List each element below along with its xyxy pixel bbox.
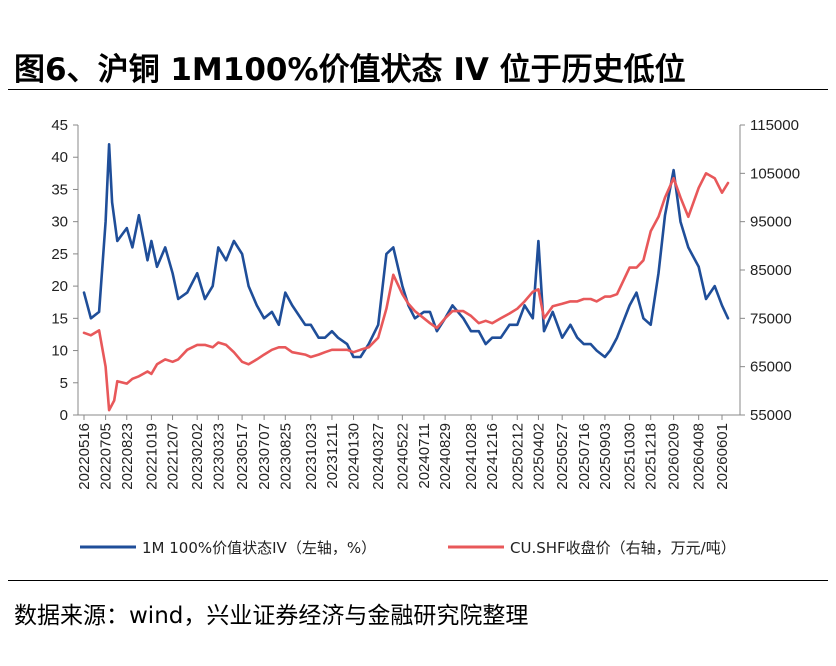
iv-series-line	[82, 142, 730, 359]
x-tick-label: 20260601	[714, 423, 731, 490]
x-tick-label: 20250402	[530, 423, 547, 490]
left-tick-label: 0	[60, 407, 68, 424]
legend: 1M 100%价值状态IV（左轴，%） CU.SHF收盘价（右轴，万元/吨）	[80, 539, 736, 557]
left-tick-label: 10	[51, 343, 68, 360]
chart: 0 5 10 15 20 25 30 35 40 45 55000 65000 75000 85000 95…	[51, 117, 800, 557]
right-tick-label: 85000	[750, 262, 792, 279]
x-tick-label: 20240522	[394, 423, 411, 490]
x-tick-label: 20240130	[346, 423, 363, 490]
x-tick-label: 20240327	[370, 423, 387, 490]
right-tick-label: 75000	[750, 310, 792, 327]
x-tick-label: 20251218	[643, 423, 660, 490]
x-tick-label: 20230825	[277, 423, 294, 490]
right-tick-label: 95000	[750, 214, 792, 231]
bottom-rule	[8, 580, 828, 581]
legend-label-iv: 1M 100%价值状态IV（左轴，%）	[142, 539, 376, 557]
x-tick-label: 20221019	[143, 423, 160, 490]
left-tick-label: 15	[51, 310, 68, 327]
top-rule	[8, 89, 828, 90]
x-tick-label: 20240711	[416, 423, 433, 489]
x-tick-label: 20241216	[484, 423, 501, 490]
left-tick-label: 45	[51, 117, 68, 134]
left-tick-label: 25	[51, 246, 68, 263]
x-tick-label: 20230707	[256, 423, 273, 490]
x-tick-label: 20231211	[324, 423, 341, 489]
x-tick-label: 20251030	[622, 423, 639, 490]
left-tick-label: 40	[51, 149, 68, 166]
x-tick-label: 20250903	[597, 423, 614, 490]
left-tick-label: 5	[60, 375, 68, 392]
right-tick-label: 105000	[750, 165, 800, 182]
x-tick-label: 20260408	[691, 423, 708, 490]
right-tick-label: 115000	[750, 117, 799, 134]
legend-label-price: CU.SHF收盘价（右轴，万元/吨）	[510, 539, 736, 557]
x-tick-label: 20250716	[576, 423, 593, 490]
x-tick-label: 20220705	[98, 423, 115, 490]
x-tick-label: 20260209	[666, 423, 683, 490]
series-layer	[82, 142, 730, 412]
left-tick-label: 20	[51, 278, 68, 295]
x-tick-label: 20241028	[463, 423, 480, 490]
x-tick-label: 20220823	[119, 423, 136, 490]
x-tick-label: 20250212	[509, 423, 526, 490]
x-tick-label: 20230517	[234, 423, 251, 490]
source-note: 数据来源：wind，兴业证券经济与金融研究院整理	[14, 603, 529, 629]
right-tick-label: 65000	[750, 359, 792, 376]
x-tick-label: 20250527	[554, 423, 571, 490]
x-tick-label: 20220516	[76, 423, 93, 490]
x-tick-label: 20240829	[437, 423, 454, 490]
right-tick-label: 55000	[750, 407, 792, 424]
x-tick-label: 20230323	[210, 423, 227, 490]
page-title: 图6、沪铜 1M100%价值状态 IV 位于历史低位	[14, 52, 686, 88]
price-series-line	[82, 172, 730, 412]
x-tick-label: 20230202	[189, 423, 206, 490]
x-tick-label: 20221207	[165, 423, 182, 490]
axes: 0 5 10 15 20 25 30 35 40 45 55000 65000 75000 85000 95…	[51, 117, 800, 490]
x-tick-label: 20231023	[303, 423, 320, 490]
left-tick-label: 35	[51, 181, 68, 198]
left-tick-label: 30	[51, 214, 68, 231]
